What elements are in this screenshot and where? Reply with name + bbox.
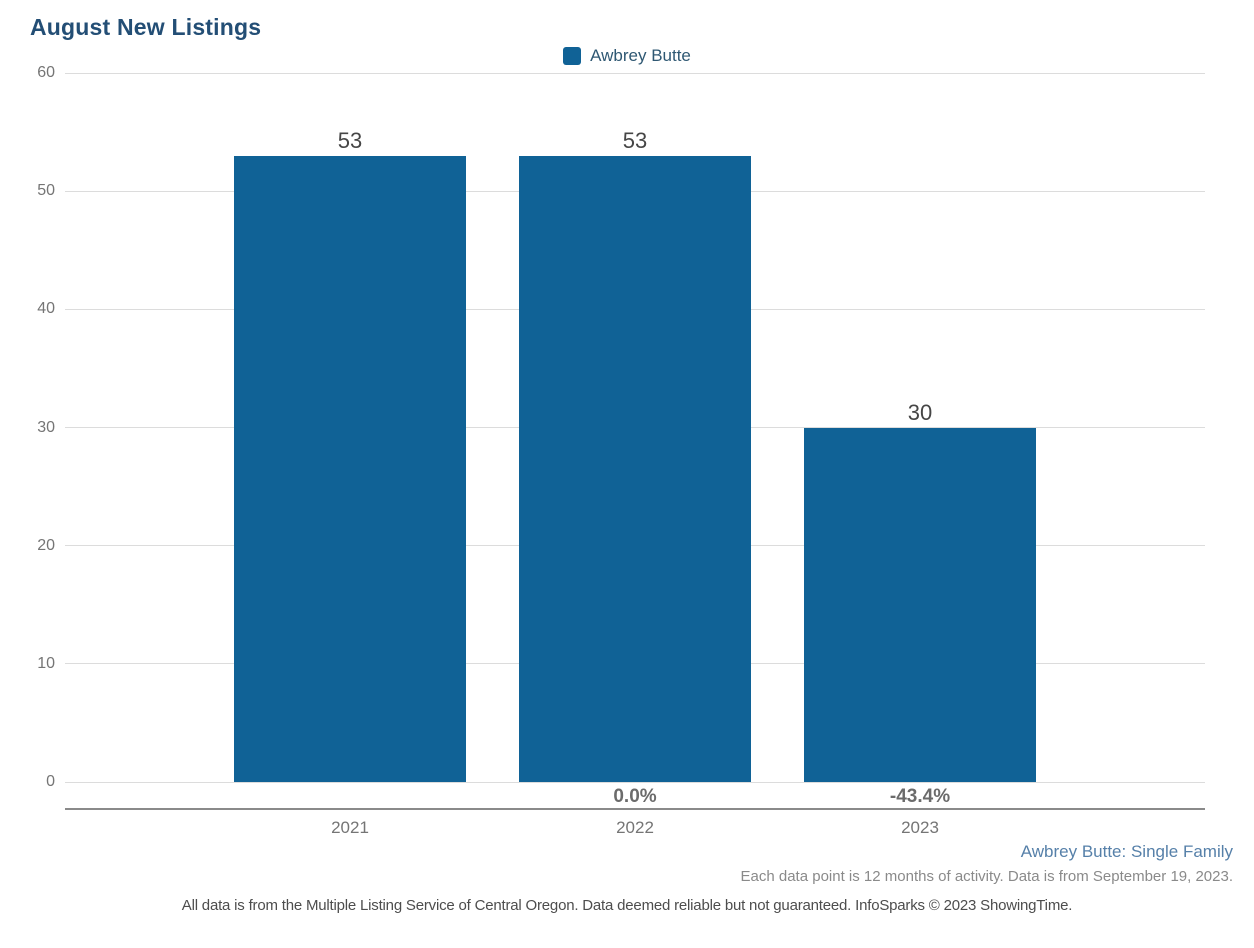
pct-change-label: -43.4%	[889, 786, 951, 807]
legend-item-label: Awbrey Butte	[590, 46, 691, 65]
x-tick-label: 2022	[616, 818, 654, 837]
bar-2021[interactable]	[234, 155, 466, 782]
pct-change-label: 0.0%	[613, 786, 657, 807]
y-tick-label: 60	[37, 64, 55, 81]
y-tick-label: 50	[37, 182, 55, 200]
disclaimer: All data is from the Multiple Listing Se…	[181, 897, 1073, 914]
plot-area: 0 10 20 30 40 50 60 53 53 30	[37, 64, 1205, 790]
data-note: Each data point is 12 months of activity…	[740, 868, 1233, 885]
chart-title: August New Listings	[30, 14, 262, 40]
y-tick-label: 30	[37, 418, 55, 436]
bar-2023[interactable]	[804, 427, 1036, 782]
x-tick-label: 2023	[901, 818, 939, 837]
legend: Awbrey Butte	[0, 46, 1254, 66]
gridline	[65, 72, 1205, 74]
gridline	[65, 781, 1205, 783]
legend-swatch-icon	[563, 47, 582, 65]
x-tick-label: 2021	[331, 818, 369, 837]
series-note: Awbrey Butte: Single Family	[1020, 842, 1233, 861]
bar-value-label: 53	[337, 127, 363, 153]
bar-2022[interactable]	[519, 155, 751, 782]
bar-value-label: 30	[907, 399, 933, 425]
x-axis-line	[65, 808, 1205, 810]
legend-item-awbrey-butte[interactable]: Awbrey Butte	[563, 46, 691, 66]
y-tick-label: 20	[37, 536, 55, 554]
y-tick-label: 40	[37, 300, 55, 318]
y-tick-label: 10	[37, 654, 55, 672]
bar-value-label: 53	[622, 127, 648, 153]
y-tick-label: 0	[46, 773, 55, 790]
